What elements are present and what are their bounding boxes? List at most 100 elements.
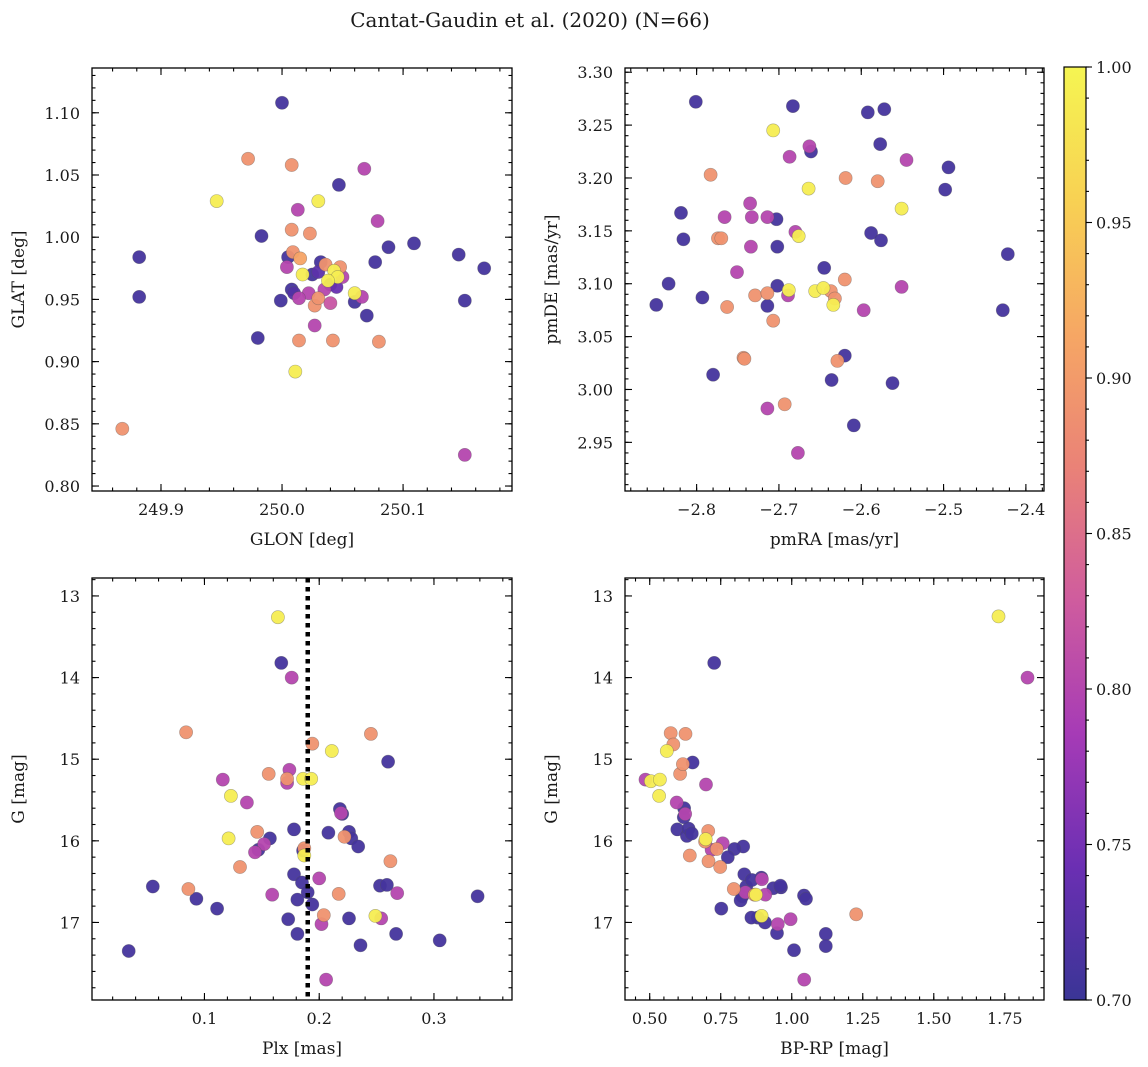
y-tick-label: 15: [593, 750, 613, 769]
y-tick-label: 17: [593, 913, 613, 932]
scatter-point: [381, 240, 396, 255]
scatter-point: [287, 867, 301, 882]
x-tick-label: 0.2: [306, 1009, 331, 1028]
scatter-points: [121, 610, 485, 987]
scatter-point: [279, 260, 294, 274]
scatter-point: [284, 670, 299, 685]
scatter-point: [801, 181, 816, 196]
scatter-point: [290, 892, 305, 907]
scatter-point: [250, 825, 265, 839]
scatter-point: [688, 94, 703, 109]
scatter-point: [270, 610, 285, 625]
scatter-point: [312, 871, 327, 886]
colorbar: 0.70 0.75 0.80 0.85 0.90 0.95 1.00: [1063, 58, 1132, 1010]
scatter-point: [288, 364, 303, 379]
scatter-point: [353, 938, 368, 953]
scatter-point: [766, 123, 781, 138]
scatter-point: [899, 153, 914, 167]
scatter-point: [239, 795, 254, 810]
y-tick-label: 1.05: [44, 166, 80, 185]
scatter-point: [381, 754, 395, 769]
scatter-point: [390, 886, 405, 900]
y-tick-label: 3.00: [577, 380, 613, 399]
scatter-point: [652, 789, 666, 803]
scatter-point: [181, 882, 196, 896]
scatter-point: [132, 250, 147, 264]
scatter-point: [791, 229, 806, 243]
scatter-point: [337, 829, 352, 844]
scatter-point: [824, 373, 839, 387]
scatter-point: [894, 279, 909, 294]
scatter-point: [284, 222, 299, 237]
scatter-point: [766, 313, 781, 328]
axes-frame: [624, 67, 1045, 492]
scatter-point: [830, 353, 845, 368]
scatter-point: [275, 95, 289, 110]
scatter-point: [379, 878, 394, 892]
x-tick-label: 1.75: [987, 1009, 1023, 1028]
x-tick-label: 0.1: [192, 1009, 217, 1028]
x-tick-label: −2.4: [1006, 500, 1045, 519]
scatter-point: [726, 882, 741, 896]
scatter-point: [115, 421, 130, 436]
scatter-points: [638, 609, 1035, 987]
scatter-point: [698, 832, 713, 847]
scatter-point: [432, 933, 447, 948]
y-tick-label: 17: [60, 913, 80, 932]
scatter-point: [799, 891, 813, 906]
scatter-point: [1020, 670, 1035, 685]
scatter-point: [720, 850, 735, 865]
scatter-point: [407, 236, 421, 251]
scatter-point: [292, 333, 306, 348]
scatter-point: [676, 232, 691, 247]
scatter-point: [477, 261, 492, 276]
scatter-point: [357, 161, 372, 176]
scatter-point: [331, 177, 346, 192]
scatter-point: [470, 889, 485, 904]
scatter-point: [363, 727, 378, 741]
scatter-point: [659, 744, 674, 758]
colorbar-gradient: [1063, 66, 1087, 1001]
scatter-point: [699, 777, 713, 792]
scatter-point: [706, 367, 720, 382]
scatter-point: [383, 854, 398, 869]
scatter-point: [730, 265, 744, 279]
scatter-point: [707, 656, 722, 670]
y-tick-label: 13: [60, 587, 80, 606]
panel-proper-motion: −2.8 −2.7 −2.6 −2.5 −2.4 2.95 3.00 3.05 3.10 3.15…: [542, 63, 1045, 550]
scatter-point: [720, 300, 734, 314]
scatter-point: [797, 972, 812, 987]
y-tick-label: 3.30: [577, 63, 613, 82]
x-axis-label: BP-RP [mag]: [780, 1039, 889, 1059]
scatter-point: [284, 158, 299, 172]
scatter-point: [760, 286, 775, 301]
scatter-point: [451, 247, 466, 262]
scatter-point: [302, 226, 317, 241]
scatter-point: [210, 901, 224, 916]
scatter-point: [368, 909, 383, 923]
x-tick-label: 250.1: [380, 500, 426, 519]
x-tick-label: 250.0: [259, 500, 305, 519]
scatter-point: [818, 927, 833, 941]
scatter-point: [849, 907, 864, 922]
scatter-point: [331, 887, 346, 901]
scatter-point: [254, 229, 269, 243]
x-tick-label: 1.25: [845, 1009, 881, 1028]
scatter-point: [248, 845, 262, 860]
scatter-point: [221, 831, 236, 846]
scatter-point: [770, 239, 785, 254]
scatter-point: [295, 267, 310, 282]
y-tick-label: 16: [60, 832, 80, 851]
scatter-point: [713, 860, 728, 874]
scatter-point: [281, 912, 296, 927]
scatter-point: [894, 201, 909, 216]
scatter-point: [682, 848, 697, 863]
scatter-point: [457, 447, 472, 462]
scatter-point: [703, 167, 718, 182]
scatter-point: [873, 137, 888, 151]
scatter-point: [334, 806, 348, 820]
y-tick-label: 3.15: [577, 222, 613, 241]
scatter-point: [676, 757, 690, 771]
scatter-point: [885, 376, 900, 390]
